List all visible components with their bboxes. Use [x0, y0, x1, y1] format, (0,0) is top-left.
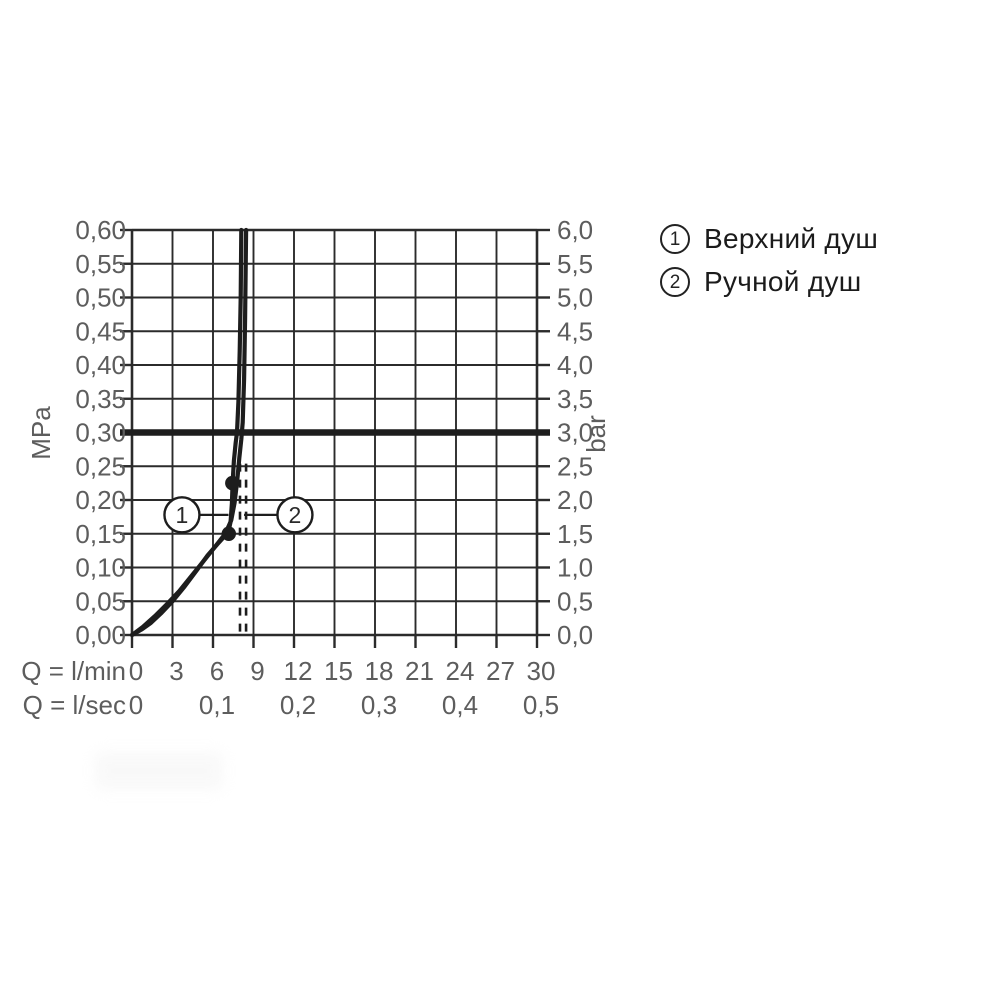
curve-hand-shower	[129, 227, 249, 638]
y-axis-right-labels: 6,0 5,5 5,04,5 4,0 3,5 3,02,5 2,0 1,5 1,00,5 0,0	[557, 215, 593, 650]
x-secondary-tick-label: 0,3	[361, 690, 397, 720]
y-left-tick-label: 0,50	[75, 283, 126, 313]
x-primary-tick-label: 6	[210, 656, 224, 686]
legend-item-overhead-shower: 1 Верхний душ	[660, 221, 878, 257]
x-secondary-tick-label: 0,1	[199, 690, 235, 720]
y-right-tick-label: 3,0	[557, 418, 593, 448]
x-secondary-tick-label: 0,4	[442, 690, 478, 720]
y-right-tick-label: 5,0	[557, 283, 593, 313]
x-primary-tick-label: 21	[405, 656, 434, 686]
y-left-tick-label: 0,35	[75, 384, 126, 414]
watermark	[95, 752, 223, 790]
y-left-tick-label: 0,00	[75, 620, 126, 650]
x-primary-tick-label: 12	[284, 656, 313, 686]
y-right-tick-label: 0,5	[557, 586, 593, 616]
x-axis-labels: Q = l/min 0 3 6 9 12 15 18 21 24 27 30 Q = l/sec 0 0,1…	[21, 656, 559, 720]
x-secondary-tick-label: 0,2	[280, 690, 316, 720]
x-secondary-tick-label: 0	[129, 690, 143, 720]
y-left-tick-label: 0,05	[75, 586, 126, 616]
curve-markers	[221, 475, 240, 541]
legend-label-overhead-shower: Верхний душ	[704, 223, 879, 254]
y-left-tick-label: 0,25	[75, 451, 126, 481]
y-left-tick-label: 0,15	[75, 519, 126, 549]
x-primary-tick-label: 9	[250, 656, 264, 686]
y-left-tick-label: 0,20	[75, 485, 126, 515]
legend-marker-1-icon: 1	[660, 224, 690, 254]
x-primary-tick-label: 27	[486, 656, 515, 686]
x-primary-tick-label: 30	[527, 656, 556, 686]
dashed-guides	[238, 456, 248, 632]
y-left-tick-label: 0,10	[75, 553, 126, 583]
y-right-tick-label: 2,5	[557, 451, 593, 481]
y-right-tick-label: 1,0	[557, 553, 593, 583]
marker-dot	[221, 526, 236, 541]
y-left-tick-label: 0,30	[75, 418, 126, 448]
x-secondary-tick-label: 0,5	[523, 690, 559, 720]
chart-legend: 1 Верхний душ 2 Ручной душ	[660, 221, 878, 307]
legend-item-hand-shower: 2 Ручной душ	[660, 264, 878, 300]
y-left-tick-label: 0,40	[75, 350, 126, 380]
legend-marker-2-icon: 2	[660, 267, 690, 297]
callout-number: 2	[289, 502, 302, 528]
callout-circle	[163, 496, 201, 534]
marker-dot	[225, 475, 240, 491]
y-right-tick-label: 4,5	[557, 316, 593, 346]
callout-2: 2	[244, 496, 314, 534]
y-left-tick-label: 0,55	[75, 249, 126, 279]
y-right-tick-label: 3,5	[557, 384, 593, 414]
y-axis-left-labels: 0,60 0,55 0,500,45 0,40 0,35 0,300,25 0,20 0,15…	[75, 215, 126, 650]
y-right-tick-label: 4,0	[557, 350, 593, 380]
callout-circle	[276, 496, 314, 534]
bar-axis-label: bar	[581, 415, 611, 453]
y-right-tick-label: 5,5	[557, 249, 593, 279]
x-primary-tick-label: 18	[365, 656, 394, 686]
mpa-axis-label: MPa	[26, 406, 56, 460]
x-primary-tick-label: 24	[446, 656, 475, 686]
y-right-tick-label: 2,0	[557, 485, 593, 515]
x-axis-secondary-label: Q = l/sec	[23, 690, 126, 720]
legend-label-hand-shower: Ручной душ	[704, 266, 862, 297]
x-primary-tick-label: 15	[324, 656, 353, 686]
callout-number: 1	[176, 502, 189, 528]
y-right-tick-label: 1,5	[557, 519, 593, 549]
callout-1: 1	[163, 496, 229, 534]
x-primary-tick-label: 3	[169, 656, 183, 686]
y-left-tick-label: 0,45	[75, 316, 126, 346]
y-left-tick-label: 0,60	[75, 215, 126, 245]
y-right-tick-label: 6,0	[557, 215, 593, 245]
x-primary-tick-label: 0	[129, 656, 143, 686]
y-right-tick-label: 0,0	[557, 620, 593, 650]
x-axis-primary-label: Q = l/min	[21, 656, 126, 686]
